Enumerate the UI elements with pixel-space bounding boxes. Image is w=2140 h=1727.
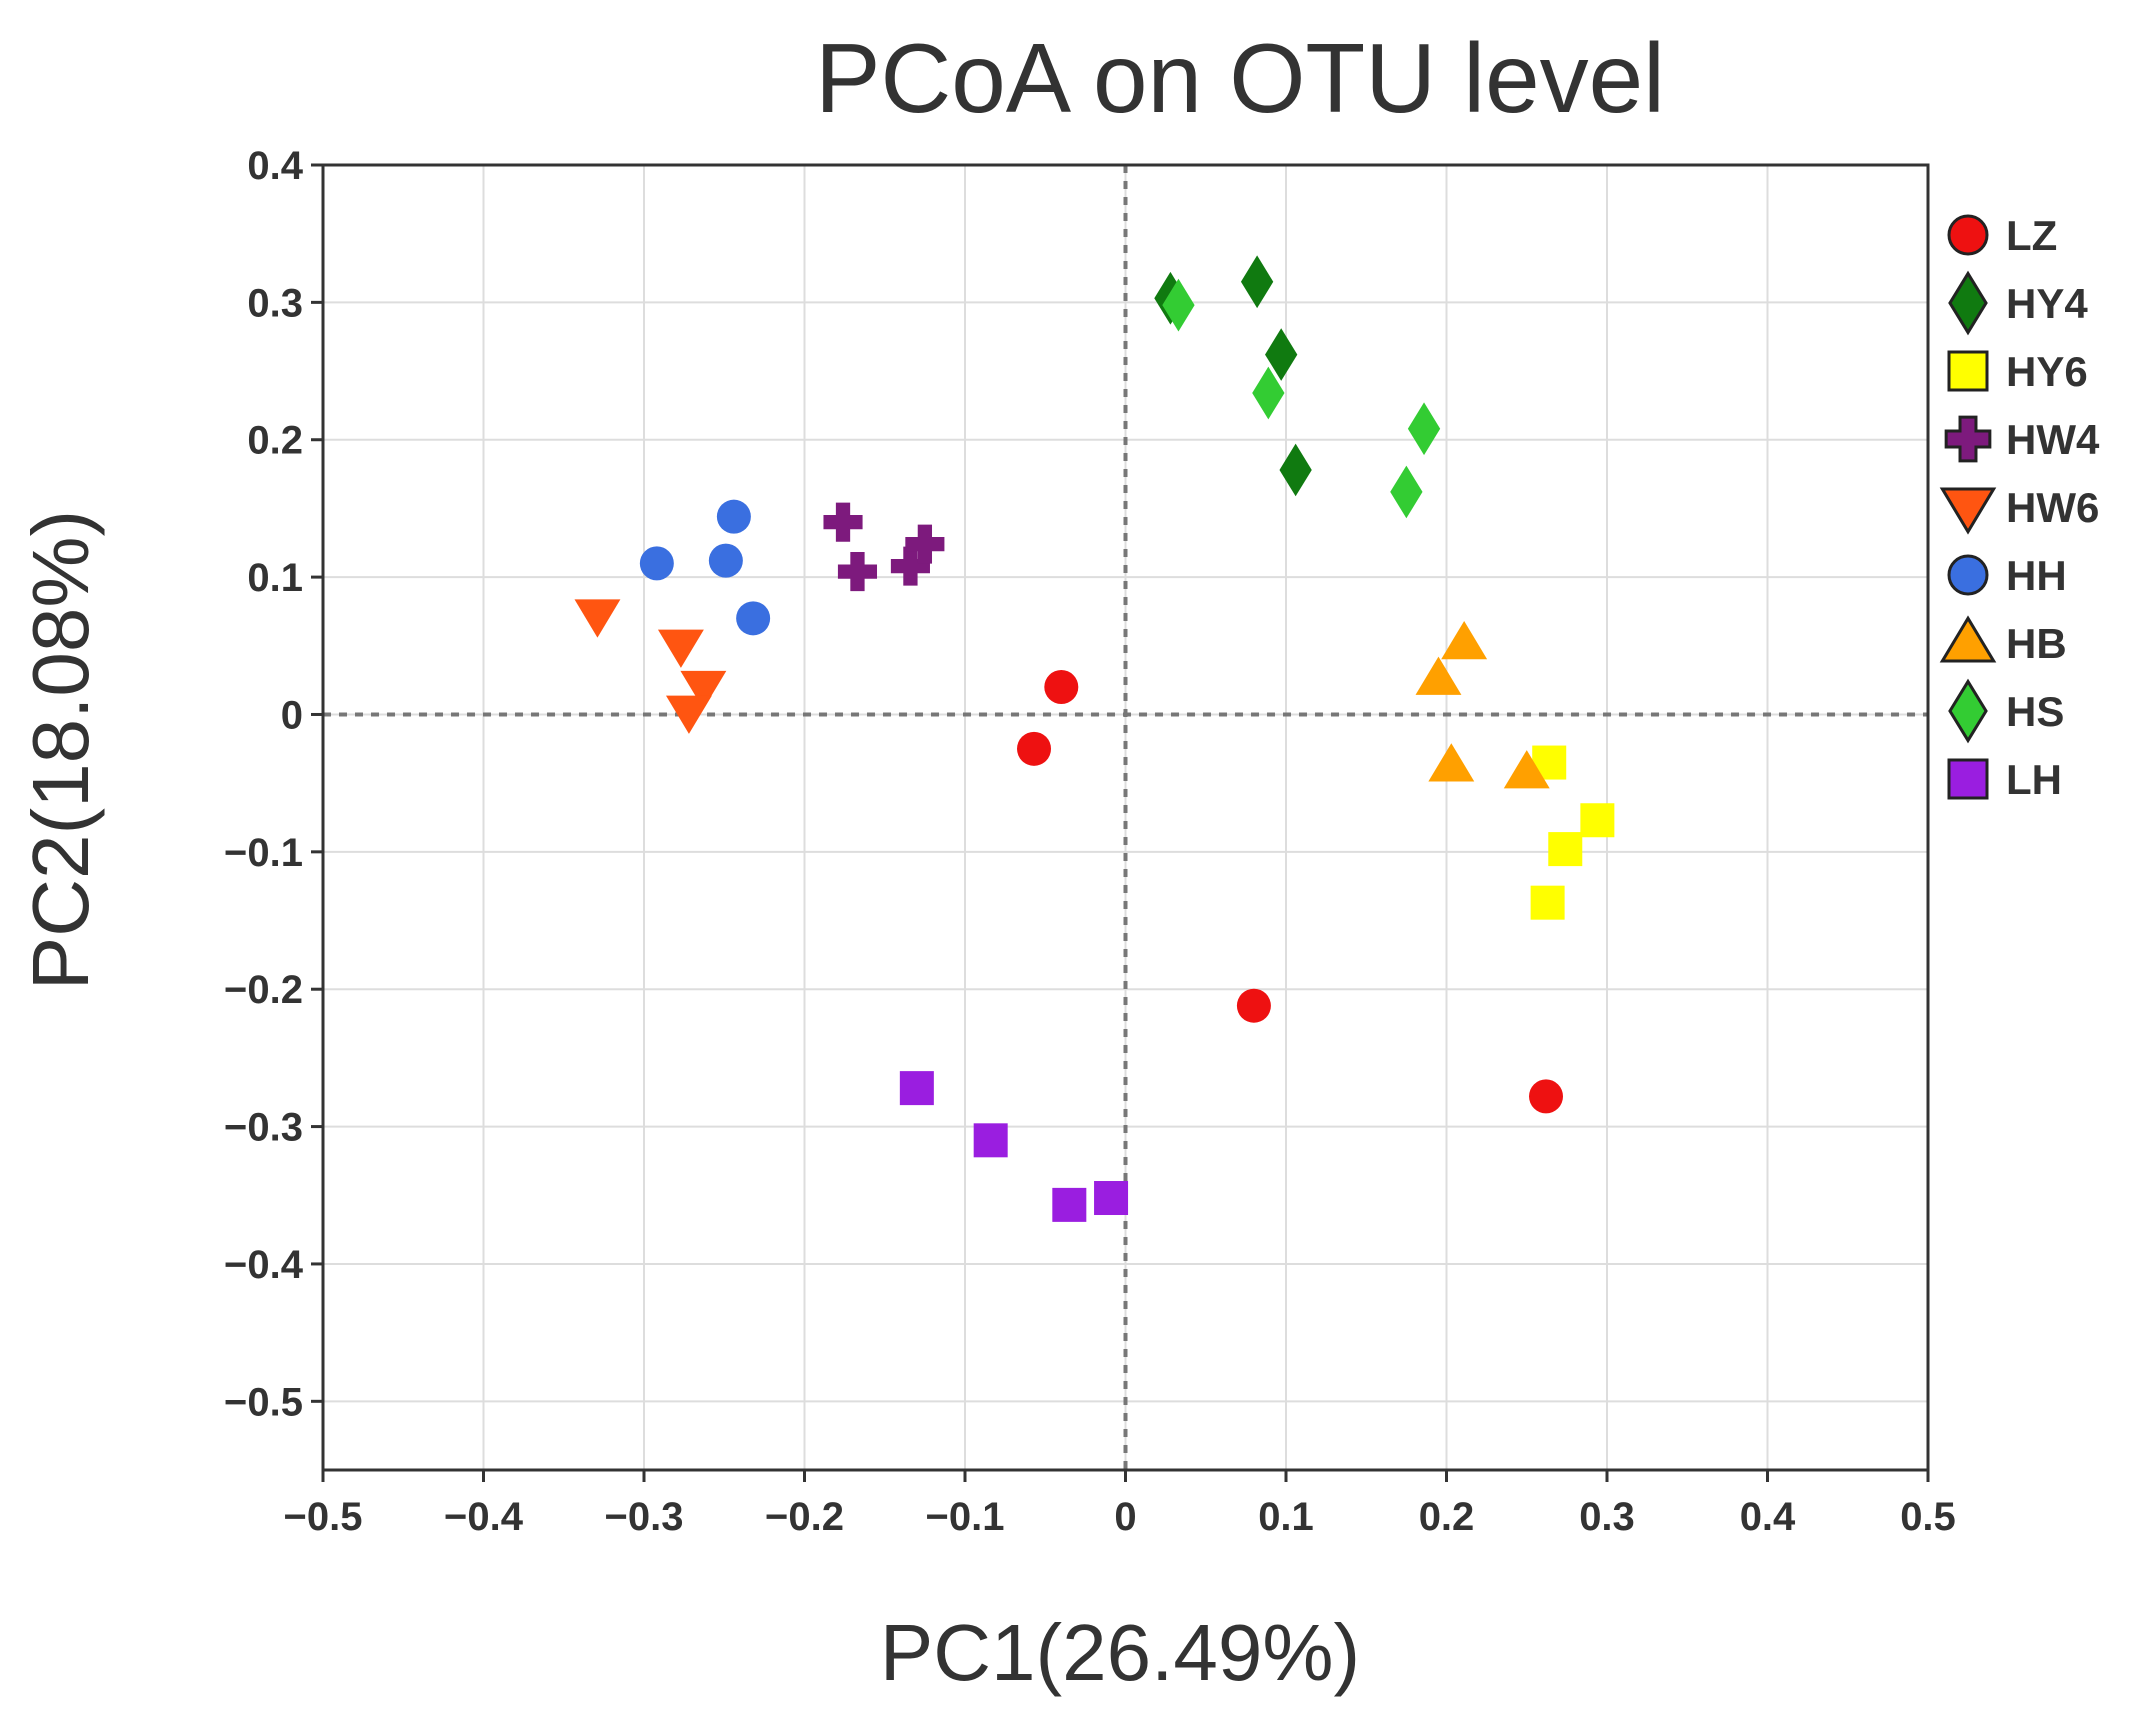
point-hw6	[657, 629, 704, 668]
series-hw4	[823, 502, 945, 592]
legend-item-hw6: HW6	[1939, 484, 2099, 535]
x-axis-title: PC1(26.49%)	[880, 1608, 1360, 1697]
legend-marker-hw6	[1939, 487, 1997, 535]
point-hb	[1503, 750, 1550, 789]
legend-marker-hy6	[1947, 350, 1989, 392]
point-layer	[574, 255, 1615, 1222]
y-tick-label: −0.3	[224, 1106, 303, 1150]
x-tick-label: −0.5	[284, 1495, 363, 1539]
legend-item-hs: HS	[1948, 678, 2064, 744]
legend-item-hw4: HW4	[1944, 415, 2100, 463]
x-tick-label: 0.3	[1579, 1495, 1635, 1539]
point-lz	[1529, 1079, 1564, 1114]
point-lh	[973, 1123, 1008, 1158]
point-hs	[1252, 366, 1285, 420]
legend: LZ HY4 HY6 HW4 HW6 HH HB HS LH	[1939, 212, 2100, 803]
point-hh	[716, 499, 751, 534]
point-hy4	[1240, 255, 1274, 309]
y-tick-label: −0.1	[224, 831, 303, 875]
point-lh	[1052, 1187, 1087, 1222]
y-tick-label: −0.4	[224, 1243, 304, 1287]
point-hy6	[1580, 803, 1615, 838]
point-hy6	[1530, 885, 1565, 920]
series-hy6	[1530, 745, 1615, 920]
legend-label-lh: LH	[2006, 756, 2062, 803]
legend-marker-lh	[1947, 758, 1989, 800]
point-hw4	[905, 524, 945, 564]
point-hh	[708, 543, 743, 578]
y-tick-label: 0.1	[247, 556, 303, 600]
x-tick-label: −0.4	[444, 1495, 524, 1539]
legend-label-hy6: HY6	[2006, 348, 2088, 395]
x-tick-label: −0.2	[765, 1495, 844, 1539]
series-hb	[1415, 620, 1550, 789]
point-hh	[639, 546, 674, 581]
legend-label-hy4: HY4	[2006, 280, 2088, 327]
point-hw6	[665, 695, 712, 734]
point-hw6	[680, 670, 727, 710]
tick-layer: −0.5 −0.4 −0.3 −0.2 −0.1 0 0.1 0.2 0.3 0.4 0.5 0.4 0…	[224, 144, 1956, 1539]
y-axis-title: PC2(18.08%)	[16, 510, 105, 990]
series-hh	[639, 499, 771, 636]
legend-item-hb: HB	[1939, 615, 2067, 667]
point-hw4	[837, 552, 878, 592]
legend-marker-hh	[1947, 554, 1989, 596]
point-hw4	[890, 546, 930, 586]
y-tick-label: −0.5	[224, 1380, 303, 1424]
point-hy6	[1548, 832, 1583, 867]
y-tick-label: 0	[281, 693, 303, 737]
legend-marker-hw4	[1944, 415, 1992, 463]
point-lh	[899, 1071, 934, 1106]
legend-label-hh: HH	[2006, 552, 2067, 599]
point-hw4	[823, 502, 863, 542]
point-hb	[1441, 620, 1488, 660]
y-tick-label: 0.4	[247, 144, 303, 188]
legend-label-lz: LZ	[2006, 212, 2057, 259]
y-tick-label: 0.2	[247, 419, 303, 463]
series-lh	[899, 1071, 1129, 1222]
chart-title: PCoA on OTU level	[815, 23, 1665, 133]
x-tick-label: 0.5	[1900, 1495, 1956, 1539]
x-tick-label: 0.1	[1258, 1495, 1314, 1539]
legend-label-hw4: HW4	[2006, 416, 2100, 463]
y-tick-label: −0.2	[224, 968, 303, 1012]
legend-label-hs: HS	[2006, 688, 2064, 735]
legend-label-hb: HB	[2006, 620, 2067, 667]
point-lz	[1017, 731, 1052, 766]
series-hs	[1162, 278, 1441, 519]
reference-lines	[323, 165, 1928, 1470]
point-lz	[1236, 988, 1271, 1023]
legend-marker-lz	[1947, 214, 1989, 256]
legend-item-lz: LZ	[1947, 212, 2057, 259]
legend-item-hy4: HY4	[1948, 270, 2088, 336]
legend-item-lh: LH	[1947, 756, 2062, 803]
x-tick-label: 0.4	[1740, 1495, 1796, 1539]
point-lh	[1094, 1181, 1129, 1216]
x-tick-label: −0.3	[605, 1495, 684, 1539]
x-tick-label: 0	[1114, 1495, 1136, 1539]
point-hy4	[1265, 328, 1298, 381]
legend-item-hh: HH	[1947, 552, 2067, 599]
point-hy4	[1279, 443, 1312, 497]
y-tick-label: 0.3	[247, 281, 303, 325]
point-hb	[1415, 656, 1462, 695]
series-lz	[1017, 670, 1564, 1114]
legend-item-hy6: HY6	[1947, 348, 2088, 395]
legend-marker-hy4	[1948, 270, 1988, 336]
point-hs	[1390, 465, 1423, 519]
series-hw6	[574, 599, 727, 734]
point-hs	[1407, 402, 1441, 456]
legend-label-hw6: HW6	[2006, 484, 2099, 531]
point-hb	[1428, 743, 1475, 782]
legend-marker-hs	[1948, 678, 1988, 744]
point-hh	[736, 601, 771, 636]
x-tick-label: −0.1	[926, 1495, 1005, 1539]
point-hs	[1162, 278, 1195, 332]
point-lz	[1044, 670, 1079, 704]
point-hw6	[574, 599, 621, 638]
legend-marker-hb	[1939, 615, 1997, 663]
x-tick-label: 0.2	[1419, 1495, 1475, 1539]
